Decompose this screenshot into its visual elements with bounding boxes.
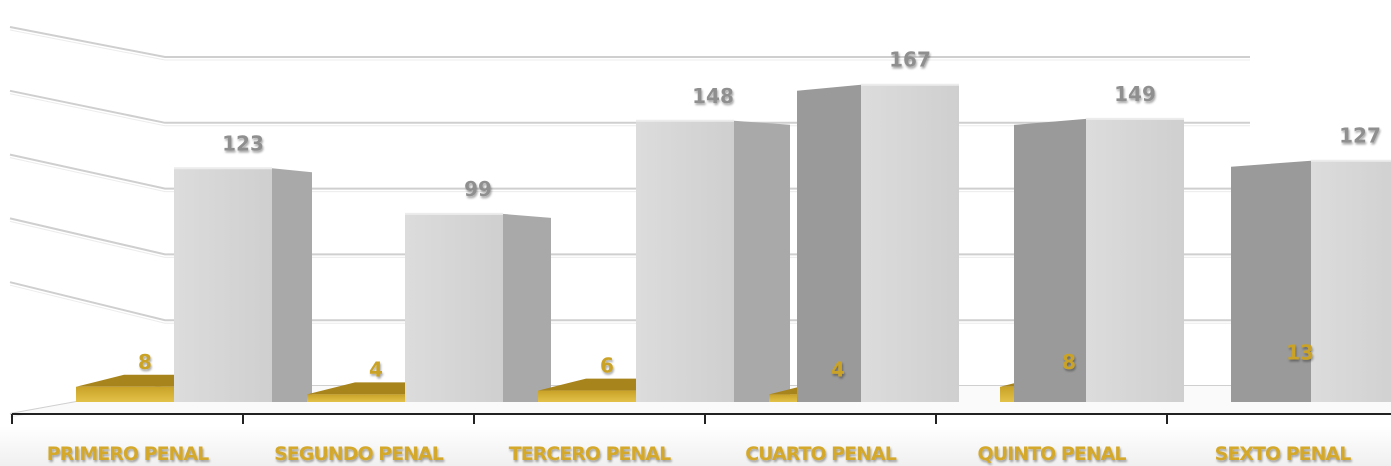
gray-bar-side [272,168,312,402]
gray-value-label: 123 [222,131,264,155]
gray-bar [174,168,272,402]
category-label: QUINTO PENAL [978,443,1127,465]
gray-bar-side [734,120,790,403]
gridline [9,26,1250,58]
category-label: SEGUNDO PENAL [274,443,444,465]
category-label: TERCERO PENAL [509,443,671,465]
gold-value-label: 6 [600,354,614,378]
gray-bar-side [503,213,551,402]
category-label: SEXTO PENAL [1215,443,1352,465]
gray-bar [861,84,959,402]
gray-bar [636,120,734,403]
gray-bar-side [1231,160,1311,402]
gray-value-label: 127 [1339,124,1381,148]
gray-value-label: 149 [1114,82,1156,106]
category-label: PRIMERO PENAL [47,443,209,465]
gold-bar [307,394,405,402]
gray-bar [405,213,503,402]
gridline-shadow [9,29,1250,61]
gray-bar-side [797,84,861,402]
gray-value-label: 167 [889,48,931,72]
gold-value-label: 8 [138,350,152,374]
gray-bar-side [1014,118,1086,403]
gray-bar [1311,160,1391,402]
gray-value-label: 148 [692,84,734,108]
gray-bar [1086,118,1184,403]
category-label: CUARTO PENAL [745,443,897,465]
category-band [0,426,1391,466]
gold-bar [538,390,636,402]
gold-value-label: 4 [369,357,383,381]
gold-bar [76,386,174,402]
gold-value-label: 4 [831,357,845,381]
gold-value-label: 13 [1286,340,1314,364]
gridline [9,89,1250,124]
gray-value-label: 99 [464,177,492,201]
gold-value-label: 8 [1062,350,1076,374]
